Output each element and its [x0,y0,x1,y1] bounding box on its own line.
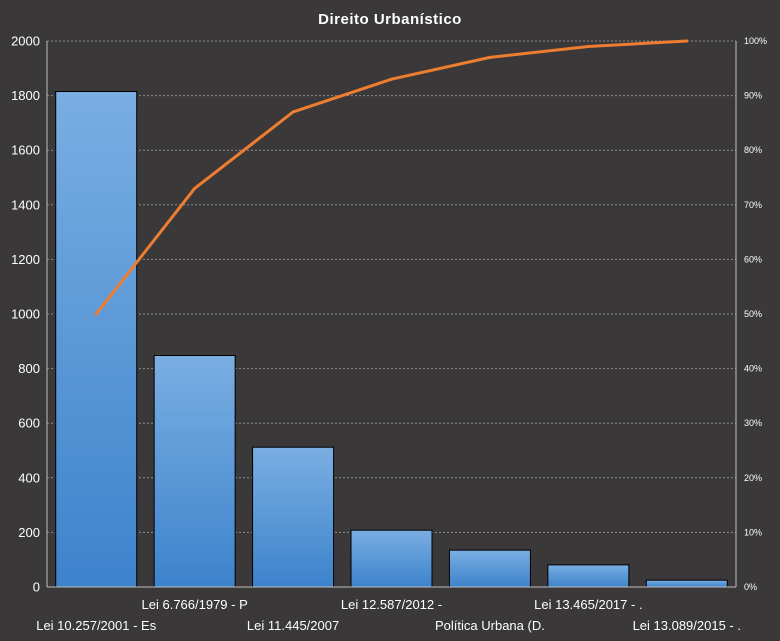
line-point [291,110,295,114]
line-point [488,55,492,59]
y-tick-label-left: 1000 [11,307,40,322]
y-tick-label-left: 2000 [11,34,40,49]
y-tick-label-right: 30% [744,418,762,428]
bar-series [55,91,728,588]
cumulative-line [94,39,689,316]
y-tick-label-right: 50% [744,309,762,319]
x-tick-label: Lei 6.766/1979 - P [142,597,248,612]
bar [252,446,335,588]
bar [55,91,138,588]
bar [350,529,433,588]
y-tick-label-right: 90% [744,91,762,101]
y-tick-label-left: 400 [18,470,40,485]
y-tick-label-left: 600 [18,416,40,431]
y-tick-label-right: 40% [744,364,762,374]
bar [645,579,728,588]
line-point [193,186,197,190]
y-tick-label-right: 60% [744,254,762,264]
y-tick-label-left: 1600 [11,143,40,158]
axes: 0 200 400 600 800 1000 1200 1400 1600 1800 2000 0% 1… [11,34,767,634]
y-tick-label-left: 1400 [11,197,40,212]
line-point [685,39,689,43]
cumulative-line-series [94,39,689,316]
x-tick-label: Política Urbana (D. [435,618,545,633]
line-point [390,77,393,81]
y-tick-label-right: 20% [744,473,762,483]
y-tick-label-left: 1200 [11,252,40,267]
bar [547,564,630,588]
y-tick-label-left: 800 [18,361,40,376]
x-tick-label: Lei 13.465/2017 - . [534,597,642,612]
y-tick-label-right: 80% [744,145,762,155]
y-tick-label-left: 1800 [11,88,40,103]
y-tick-label-right: 70% [744,200,762,210]
x-tick-label: Lei 13.089/2015 - . [633,618,741,633]
line-point [586,44,590,48]
y-tick-label-right: 0% [744,582,757,592]
y-tick-label-left: 200 [18,525,40,540]
y-tick-label-left: 0 [33,580,40,595]
line-point [94,312,98,316]
x-tick-label: Lei 10.257/2001 - Es [36,618,156,633]
chart-title: Direito Urbanístico [318,11,462,28]
x-tick-label: Lei 11.445/2007 [247,618,339,633]
x-tick-label: Lei 12.587/2012 - [341,597,442,612]
y-tick-label-right: 100% [744,36,767,46]
grid-lines [47,40,736,533]
bar [448,549,531,588]
y-tick-label-right: 10% [744,527,762,537]
bar [153,354,236,588]
